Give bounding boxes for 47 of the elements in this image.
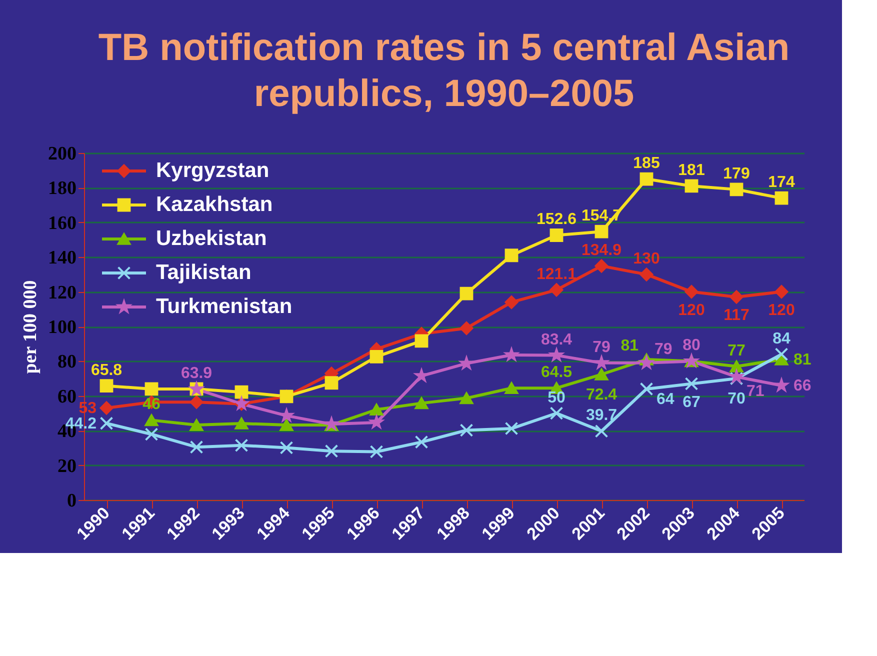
legend-label: Kyrgyzstan [156,159,270,182]
y-tick-label: 80 [58,352,76,373]
data-label: 79 [654,340,672,358]
data-label: 120 [768,302,795,319]
y-tick-label: 120 [48,282,76,304]
data-label: 64 [656,390,674,408]
data-label: 50 [548,389,566,406]
y-tick-label: 60 [58,386,76,408]
data-label: 81 [620,337,639,354]
legend-label: Turkmenistan [156,295,292,318]
data-label: 84 [772,330,790,348]
data-label: 181 [678,162,705,179]
data-label: 81 [794,351,812,368]
data-label: 120 [678,302,705,319]
data-label: 66 [794,377,812,394]
data-label: 67 [682,394,700,411]
data-label: 72.4 [586,386,618,404]
y-tick-label: 140 [48,248,76,269]
data-label: 64.5 [540,364,572,382]
data-label: 83.4 [540,331,572,348]
y-axis-title: per 100 000 [20,280,41,374]
y-tick-label: 180 [48,178,76,200]
legend-label: Uzbekistan [156,227,267,250]
chart-title: TB notification rates in 5 central Asian republics, 1990–2005 [98,27,790,115]
data-label: 77 [728,342,746,360]
data-label: 121.1 [536,266,577,283]
data-label: 185 [633,155,660,172]
data-label: 79 [592,338,610,356]
y-tick-label: 0 [67,490,76,512]
data-label: 152.6 [536,211,577,228]
legend-label: Tajikistan [156,261,252,284]
data-label: 63.9 [180,365,212,382]
data-label: 80 [682,337,700,354]
data-label: 130 [633,250,660,268]
legend-label: Kazakhstan [156,193,273,216]
data-label: 39.7 [586,407,618,424]
data-label: 117 [724,307,750,324]
data-label: 179 [723,165,750,182]
data-label: 71 [746,382,764,400]
data-label: 70 [728,390,746,408]
y-tick-label: 160 [48,212,76,234]
y-tick-label: 100 [48,317,76,338]
y-tick-label: 20 [58,456,76,477]
data-label: 134.9 [581,242,622,259]
data-label: 174 [768,174,795,192]
data-label: 65.8 [90,362,122,379]
y-tick-label: 200 [48,144,76,164]
